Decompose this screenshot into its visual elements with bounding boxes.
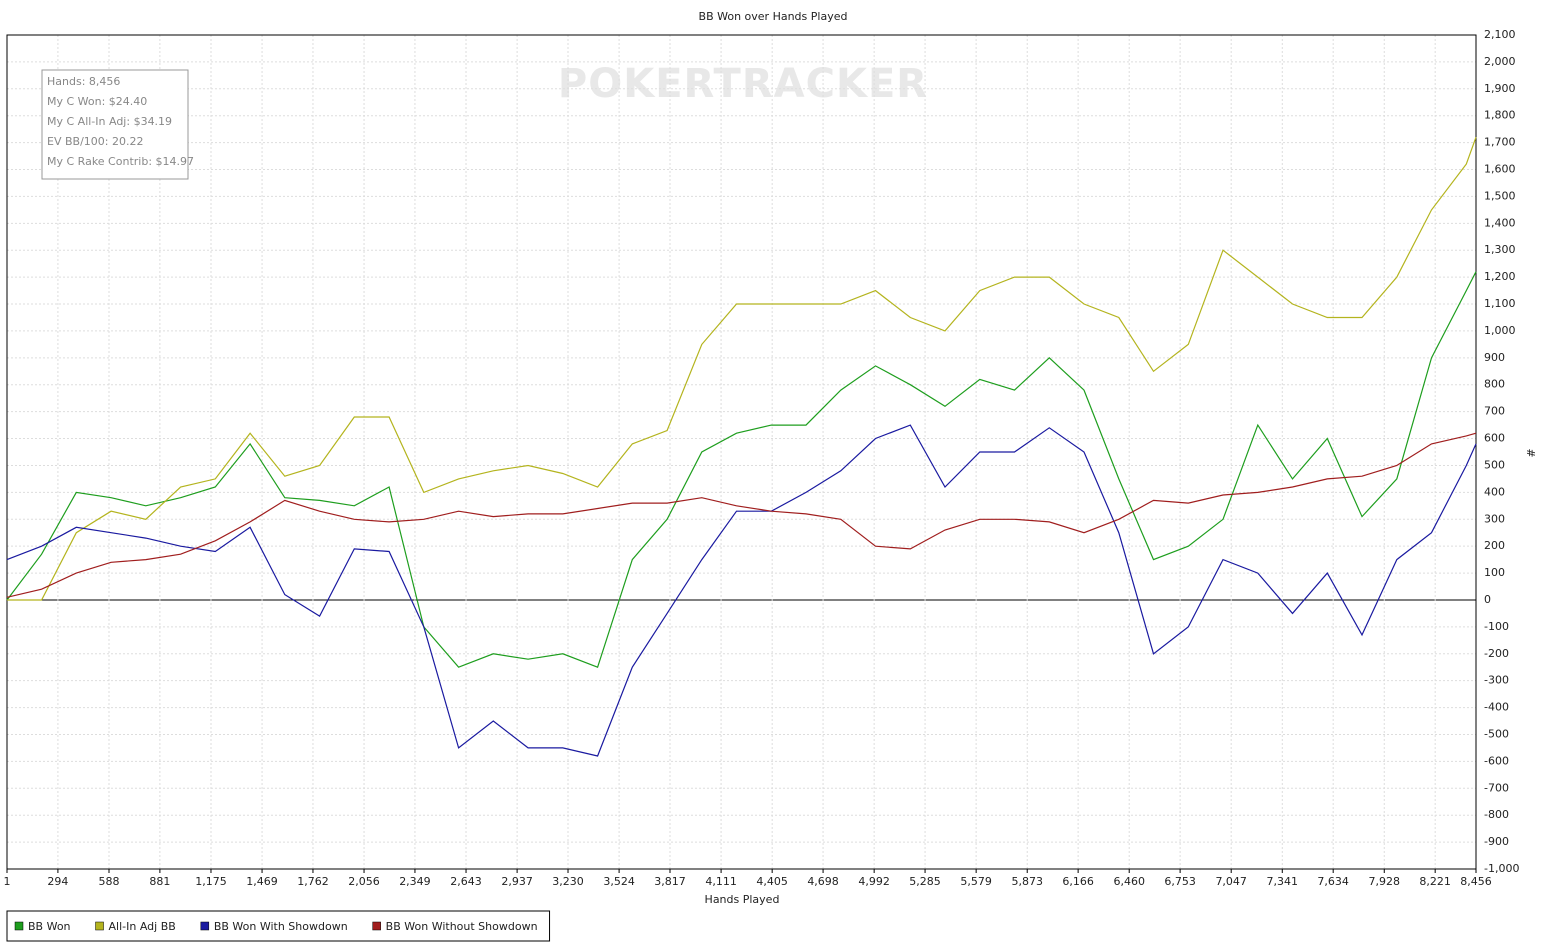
x-tick-label: 7,341 [1267, 875, 1299, 888]
legend: BB Won All-In Adj BB BB Won With Showdown B… [6, 910, 551, 942]
x-tick-label: 2,056 [348, 875, 380, 888]
x-tick-label: 5,873 [1011, 875, 1043, 888]
y-tick-label: 200 [1484, 539, 1505, 552]
x-tick-label: 4,111 [705, 875, 737, 888]
y-tick-label: -700 [1484, 781, 1509, 794]
x-tick-label: 7,928 [1369, 875, 1401, 888]
plot-frame [6, 34, 1477, 870]
y-tick-label: 1,300 [1484, 243, 1516, 256]
legend-swatch [95, 921, 104, 931]
y-tick-label: 900 [1484, 351, 1505, 364]
legend-swatch [200, 921, 210, 931]
x-tick-label: 5,285 [909, 875, 941, 888]
y-tick-label: 100 [1484, 566, 1505, 579]
y-tick-label: -800 [1484, 808, 1509, 821]
x-tick-label: 294 [47, 875, 68, 888]
x-tick-label: 881 [149, 875, 170, 888]
y-tick-label: 700 [1484, 405, 1505, 418]
legend-label: All-In Adj BB [109, 920, 176, 933]
legend-swatch [14, 921, 24, 931]
x-tick-label: 2,349 [399, 875, 431, 888]
x-tick-label: 8,456 [1460, 875, 1492, 888]
x-tick-label: 7,047 [1215, 875, 1247, 888]
x-tick-label: 4,992 [858, 875, 890, 888]
y-tick-label: -1,000 [1484, 862, 1519, 875]
x-tick-label: 8,221 [1419, 875, 1451, 888]
y-tick-label: 300 [1484, 512, 1505, 525]
y-tick-label: -300 [1484, 674, 1509, 687]
legend-label: BB Won With Showdown [214, 920, 348, 933]
y-tick-label: 600 [1484, 432, 1505, 445]
y-tick-label: -200 [1484, 647, 1509, 660]
x-tick-label: 5,579 [960, 875, 992, 888]
y-tick-label: 1,100 [1484, 297, 1516, 310]
y-tick-label: -900 [1484, 835, 1509, 848]
legend-label: BB Won Without Showdown [386, 920, 538, 933]
x-tick-label: 2,643 [450, 875, 482, 888]
series-line [7, 136, 1477, 601]
x-axis-label: Hands Played [705, 893, 780, 906]
x-tick-label: 2,937 [501, 875, 533, 888]
info-line: EV BB/100: 20.22 [47, 135, 143, 148]
y-tick-label: 400 [1484, 485, 1505, 498]
y-tick-label: 1,800 [1484, 109, 1516, 122]
y-tick-label: 1,200 [1484, 270, 1516, 283]
x-tick-label: 1 [4, 875, 11, 888]
y-tick-label: 0 [1484, 593, 1491, 606]
info-line: My C All-In Adj: $34.19 [47, 115, 172, 128]
y-tick-label: -500 [1484, 727, 1509, 740]
info-box-frame [41, 69, 189, 180]
x-tick-label: 588 [98, 875, 119, 888]
x-tick-label: 7,634 [1317, 875, 1349, 888]
y-tick-label: 1,600 [1484, 163, 1516, 176]
info-line: Hands: 8,456 [47, 75, 120, 88]
x-tick-label: 1,762 [297, 875, 329, 888]
x-tick-label: 6,753 [1164, 875, 1196, 888]
y-tick-label: 500 [1484, 458, 1505, 471]
y-tick-label: 2,100 [1484, 28, 1516, 41]
info-line: My C Rake Contrib: $14.97 [47, 155, 194, 168]
y-tick-label: 800 [1484, 378, 1505, 391]
series-line [6, 432, 1477, 598]
y-tick-label: 2,000 [1484, 55, 1516, 68]
info-line: My C Won: $24.40 [47, 95, 147, 108]
series-line [6, 424, 1477, 757]
y-axis-label: # [1524, 448, 1537, 457]
x-tick-label: 4,405 [756, 875, 788, 888]
legend-label: BB Won [28, 920, 71, 933]
y-tick-label: 1,500 [1484, 189, 1516, 202]
info-box: Hands: 8,456 My C Won: $24.40 My C All-In … [41, 69, 194, 180]
x-tick-label: 4,698 [807, 875, 839, 888]
y-tick-label: 1,900 [1484, 82, 1516, 95]
x-tick-label: 6,166 [1062, 875, 1094, 888]
y-tick-label: 1,400 [1484, 216, 1516, 229]
legend-swatch [372, 921, 381, 931]
series-line [6, 271, 1477, 668]
watermark: POKERTRACKER [558, 61, 928, 107]
x-tick-label: 1,469 [246, 875, 278, 888]
x-tick-label: 3,817 [654, 875, 686, 888]
x-tick-label: 6,460 [1113, 875, 1145, 888]
y-tick-label: 1,000 [1484, 324, 1516, 337]
x-tick-label: 3,230 [552, 875, 584, 888]
y-tick-label: -100 [1484, 620, 1509, 633]
x-tick-label: 3,524 [603, 875, 635, 888]
y-tick-label: -600 [1484, 754, 1509, 767]
chart-title: BB Won over Hands Played [699, 10, 848, 23]
x-tick-label: 1,175 [195, 875, 227, 888]
y-tick-label: 1,700 [1484, 136, 1516, 149]
y-tick-label: -400 [1484, 701, 1509, 714]
